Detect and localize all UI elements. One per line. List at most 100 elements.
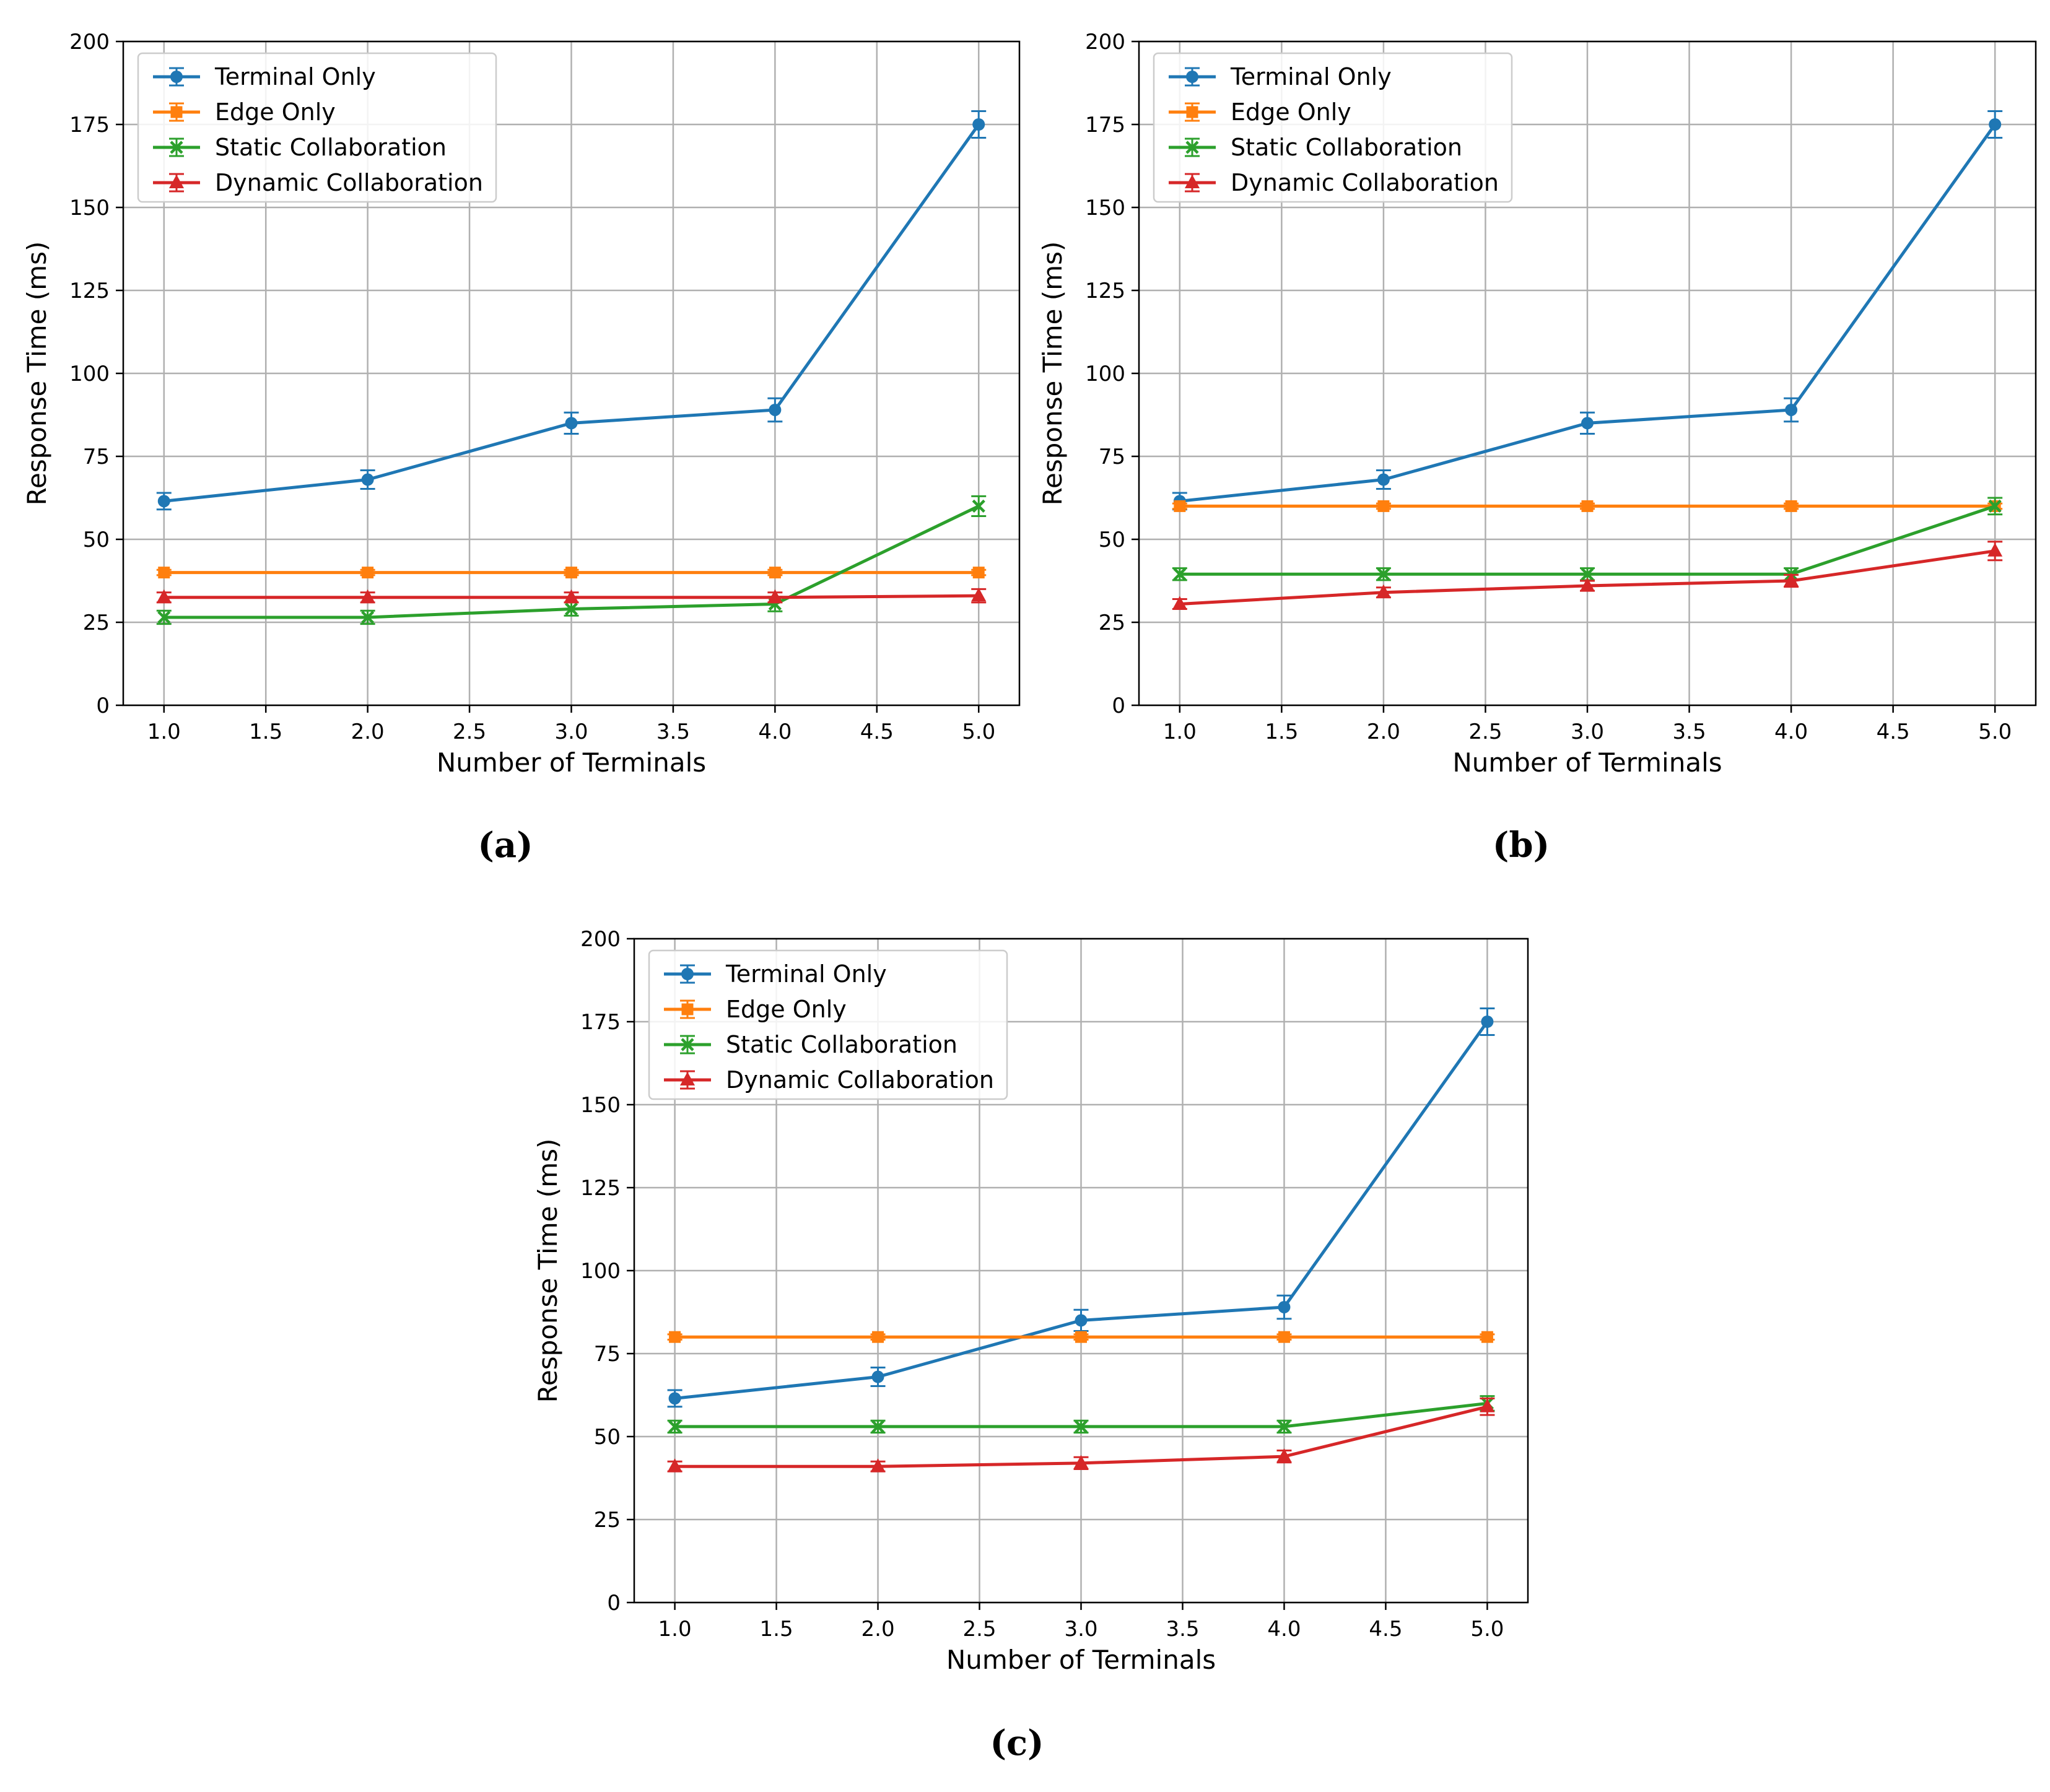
data-point [1581,500,1594,512]
legend-entry: Edge Only [664,996,847,1023]
legend-entry: Edge Only [1169,98,1351,126]
series-dynamic-collaboration [667,1397,1495,1472]
panel-caption: (a) [478,825,533,866]
x-tick-label: 5.0 [1470,1617,1504,1642]
y-axis-label: Response Time (ms) [1037,241,1068,506]
legend-label: Terminal Only [214,63,376,90]
series-terminal-only [156,110,987,511]
legend-label: Static Collaboration [726,1031,957,1058]
data-point [1376,584,1391,598]
data-point [157,611,171,624]
x-axis-label: Number of Terminals [1452,747,1722,778]
legend-entry: Terminal Only [1169,63,1392,90]
y-tick-label: 75 [594,1342,621,1367]
legend: Terminal Only Edge Only Static Collaborati… [137,52,497,203]
x-tick-label: 3.0 [1064,1617,1097,1642]
data-point [564,602,578,616]
y-tick-label: 25 [1099,611,1125,635]
y-tick-label: 50 [83,528,110,552]
y-tick-label: 150 [69,196,110,220]
data-point [1988,499,2002,513]
legend-label: Terminal Only [1230,63,1392,90]
data-point [1481,1016,1494,1028]
legend-label: Dynamic Collaboration [1231,169,1499,196]
legend-box [1153,52,1513,203]
data-point [1173,567,1187,581]
legend-entry: Static Collaboration [664,1031,957,1058]
data-point [667,1458,683,1472]
data-point [1377,500,1390,512]
panel-caption: (b) [1493,825,1550,866]
data-point [972,567,985,579]
data-point [1172,596,1187,610]
axes-frame [122,40,1021,707]
x-tick-label: 3.5 [1166,1617,1199,1642]
y-tick-label: 125 [1085,279,1125,303]
chart-panel-b: 1.0 1.5 2.0 2.5 3.0 3.5 4.0 4.5 5.0 0 25 50 75 100 125… [1037,30,2037,866]
legend-marker [680,1072,695,1085]
x-tick-label: 4.5 [860,720,894,744]
y-axis-label: Response Time (ms) [533,1139,563,1403]
legend-marker [170,141,183,154]
data-point [1480,1398,1495,1412]
legend-marker [169,175,184,188]
chart-panel-a: 1.0 1.5 2.0 2.5 3.0 3.5 4.0 4.5 5.0 0 25 50 75 100 125… [22,30,1021,866]
y-tick-label: 125 [69,279,110,303]
legend-label: Dynamic Collaboration [215,169,483,196]
x-tick-label: 1.0 [1163,720,1197,744]
data-point [872,1331,884,1343]
x-tick-label: 2.0 [1367,720,1400,744]
data-point [1581,567,1594,581]
x-tick-label: 5.0 [1978,720,2012,744]
y-tick-label: 100 [1085,362,1125,386]
y-tick-label: 100 [580,1259,621,1284]
x-tick-label: 5.0 [962,720,995,744]
data-point [564,589,579,603]
series-dynamic-collaboration [156,588,987,604]
data-point [870,1458,886,1472]
legend-label: Static Collaboration [1231,134,1462,161]
data-point [1073,1455,1089,1469]
legend-marker [170,106,183,118]
legend-marker [1186,106,1198,118]
legend-entry: Static Collaboration [1169,134,1462,161]
legend-entry: Terminal Only [664,960,887,988]
x-tick-label: 4.0 [1774,720,1808,744]
data-point [1075,1331,1087,1343]
legend-label: Edge Only [726,996,847,1023]
y-tick-label: 75 [83,445,110,469]
y-tick-label: 175 [580,1010,621,1035]
data-point [668,1392,681,1405]
x-tick-label: 3.5 [1673,720,1706,744]
data-point [565,417,578,430]
panel-caption: (c) [990,1723,1044,1764]
data-point [668,1420,682,1433]
data-point [156,589,172,603]
grid [1139,40,2036,707]
x-tick-label: 2.5 [962,1617,996,1642]
y-tick-label: 75 [1099,445,1125,469]
data-point [361,473,374,486]
data-point [1174,500,1186,512]
series-edge-only [667,1331,1495,1343]
data-point [669,1331,681,1343]
data-point [971,588,987,602]
data-point [1276,1448,1292,1463]
legend-entry: Terminal Only [153,63,376,90]
y-tick-label: 50 [1099,528,1125,552]
legend-box [648,949,1008,1100]
y-axis-label: Response Time (ms) [22,241,52,506]
legend-marker [1185,175,1200,188]
x-axis-ticks: 1.0 1.5 2.0 2.5 3.0 3.5 4.0 4.5 5.0 [658,1603,1504,1642]
x-axis-label: Number of Terminals [946,1645,1216,1675]
x-tick-label: 3.5 [656,720,690,744]
legend: Terminal Only Edge Only Static Collaborati… [1153,52,1513,203]
x-tick-label: 2.0 [351,720,385,744]
y-tick-label: 0 [1112,694,1125,718]
y-axis-ticks: 0 25 50 75 100 125 150 175 200 [580,927,634,1616]
data-point [1075,1314,1088,1327]
y-tick-label: 175 [1085,113,1125,137]
data-point [767,589,783,603]
y-tick-label: 25 [83,611,110,635]
